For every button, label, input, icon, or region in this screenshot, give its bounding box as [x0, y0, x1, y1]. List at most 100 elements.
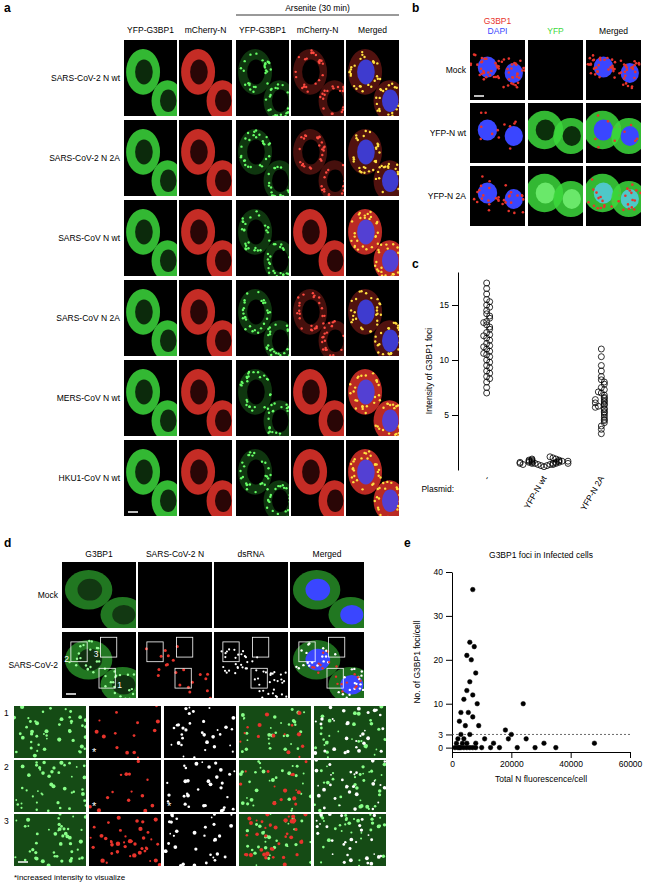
granule — [355, 298, 357, 300]
granule — [483, 58, 486, 61]
granule — [84, 735, 86, 739]
granule — [35, 764, 38, 767]
granule — [275, 776, 278, 779]
granule — [242, 650, 244, 652]
granule — [295, 789, 297, 791]
granule — [274, 323, 276, 325]
granule — [343, 189, 344, 191]
granule — [115, 711, 118, 714]
granule — [291, 708, 294, 711]
granule — [354, 311, 356, 313]
granule — [237, 667, 239, 669]
micrograph-background — [346, 120, 399, 196]
nucleus — [302, 139, 320, 164]
nucleus — [215, 410, 232, 433]
granule — [224, 725, 228, 729]
granule — [89, 648, 91, 650]
granule — [387, 247, 389, 249]
granule — [251, 330, 253, 332]
tick: 15 — [440, 300, 458, 310]
granule — [614, 61, 617, 64]
granule — [268, 738, 270, 740]
granule — [317, 672, 319, 674]
texture — [14, 706, 86, 758]
axis-title: Intensity of G3BP1 foci — [424, 328, 434, 415]
cell — [207, 400, 232, 436]
micrograph — [528, 166, 583, 226]
granule — [372, 372, 374, 374]
cell — [553, 118, 583, 154]
nucleus — [382, 410, 399, 433]
cell — [65, 640, 112, 680]
cell — [611, 118, 641, 154]
granule — [326, 90, 328, 92]
granule — [292, 765, 294, 767]
nucleus — [327, 170, 344, 193]
granule — [328, 719, 332, 723]
nucleus — [160, 90, 177, 113]
granule — [266, 507, 268, 509]
granule — [342, 86, 344, 88]
granule — [266, 70, 268, 72]
granule — [365, 292, 367, 294]
nucleus — [505, 63, 523, 83]
micrograph-background — [470, 166, 525, 226]
granule — [633, 77, 636, 80]
granule — [349, 383, 351, 385]
nucleus — [357, 139, 375, 164]
nucleus — [382, 170, 399, 193]
nucleus — [302, 59, 320, 84]
granule — [254, 329, 256, 331]
granule — [84, 718, 86, 722]
granule — [397, 252, 399, 254]
granule — [596, 70, 599, 73]
cytoplasm — [374, 400, 399, 436]
granule — [114, 732, 117, 735]
micrograph-background — [236, 200, 289, 276]
micrograph-background — [346, 280, 399, 356]
granule — [91, 640, 93, 642]
granule — [367, 84, 369, 86]
granule — [501, 203, 504, 206]
granule — [125, 751, 129, 755]
granule — [244, 316, 246, 318]
granule — [270, 354, 272, 356]
micrograph — [236, 360, 289, 436]
micrograph-background — [236, 120, 289, 196]
granule — [106, 796, 109, 799]
granule — [300, 649, 302, 651]
zoom-box — [299, 642, 315, 662]
granule — [374, 396, 376, 398]
cell — [348, 369, 382, 415]
granule — [239, 470, 241, 472]
granule — [360, 85, 362, 87]
granule — [281, 84, 283, 86]
micrograph-background — [291, 440, 344, 516]
granule — [490, 70, 493, 73]
granule — [33, 754, 37, 758]
micrograph — [124, 280, 177, 356]
granule — [243, 299, 245, 301]
granule — [361, 90, 363, 92]
granule — [378, 428, 380, 430]
granule — [633, 60, 636, 63]
cytoplasm — [238, 129, 272, 175]
nucleus — [478, 182, 497, 203]
granule — [298, 302, 300, 304]
granule — [597, 114, 600, 117]
granule — [323, 188, 325, 190]
granule — [375, 161, 377, 163]
granule — [246, 484, 248, 486]
granule — [261, 165, 263, 167]
granule — [270, 191, 272, 193]
micrograph-background — [291, 200, 344, 276]
axis: 51015 — [440, 273, 459, 471]
column-header: G3BP1 — [484, 16, 512, 26]
cell — [293, 129, 327, 175]
granule — [478, 189, 481, 192]
granule — [258, 723, 262, 727]
column-header: dsRNA — [238, 549, 265, 559]
granule — [177, 741, 181, 745]
granule — [283, 487, 285, 489]
granule — [349, 689, 351, 691]
